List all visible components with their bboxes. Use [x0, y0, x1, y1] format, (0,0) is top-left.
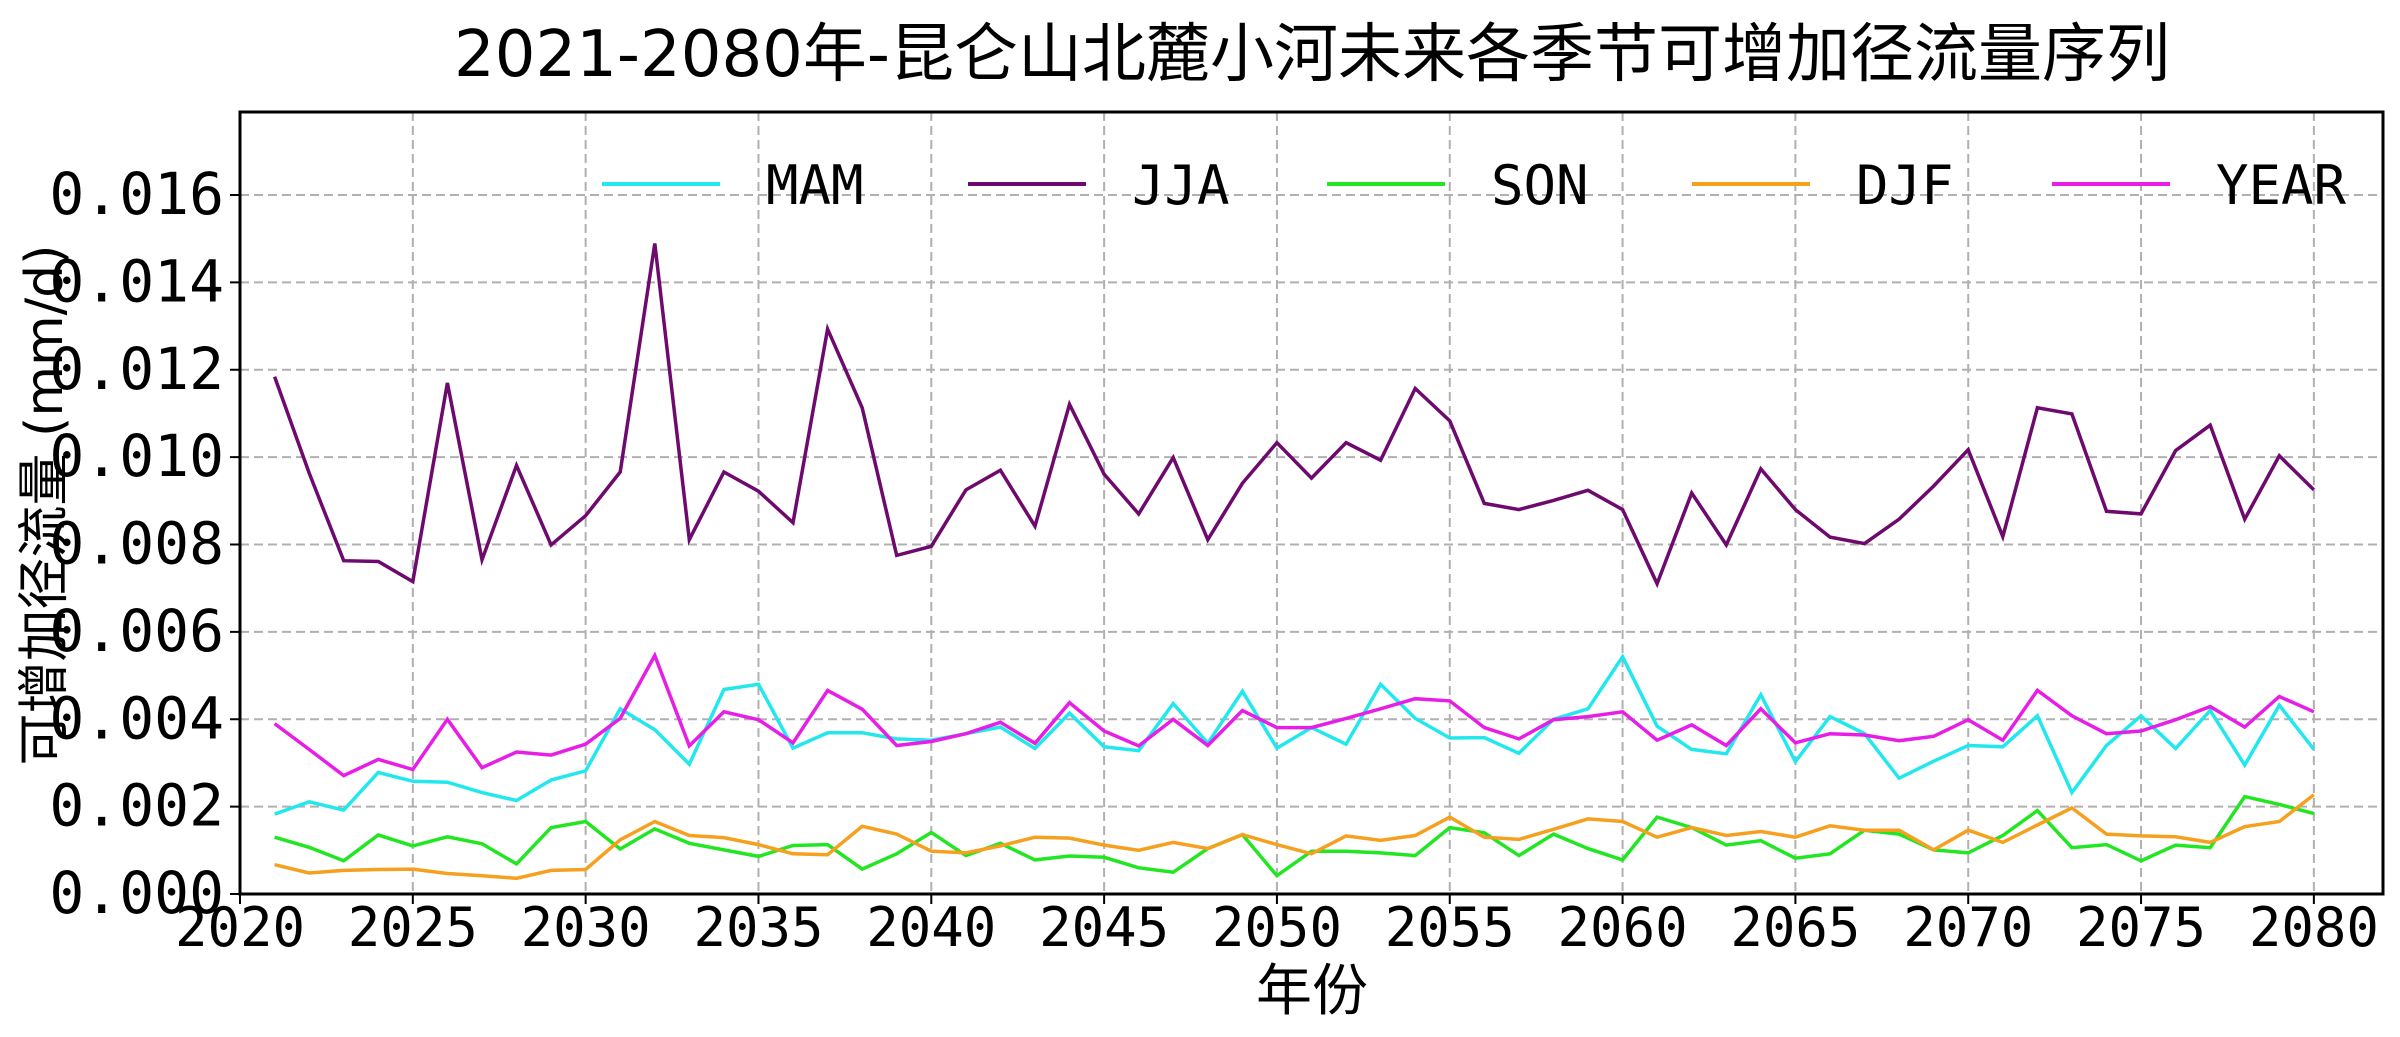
- legend-label: JJA: [1132, 154, 1230, 217]
- y-tick-label: 0.014: [49, 247, 224, 315]
- legend-label: MAM: [766, 154, 864, 217]
- legend-item-year: YEAR: [2052, 154, 2347, 217]
- x-tick-label: 2025: [348, 896, 478, 959]
- x-tick-label: 2055: [1385, 896, 1515, 959]
- legend-item-djf: DJF: [1692, 154, 1954, 217]
- y-tick-label: 0.010: [49, 422, 224, 490]
- y-axis-label: 可增加径流量 (mm/d): [15, 245, 75, 766]
- x-tick-label: 2060: [1558, 896, 1688, 959]
- y-tick-label: 0.006: [49, 597, 224, 665]
- x-tick-label: 2040: [866, 896, 996, 959]
- x-tick-label: 2050: [1212, 896, 1342, 959]
- legend-label: SON: [1491, 154, 1589, 217]
- y-tick-label: 0.002: [49, 772, 224, 840]
- series-line-jja: [272, 243, 2316, 589]
- y-tick-label: 0.000: [49, 859, 224, 927]
- plot-frame: [238, 110, 2385, 896]
- x-tick-label: 2080: [2249, 896, 2379, 959]
- x-tick-label: 2065: [1730, 896, 1860, 959]
- legend-item-mam: MAM: [602, 154, 864, 217]
- series-line-son: [274, 794, 2315, 879]
- series-line-djf: [274, 793, 2315, 881]
- y-tick-label: 0.008: [49, 510, 224, 578]
- y-axis-ticks: 0.000 0.002 0.004 0.006 0.008 0.010 0.012 0.014…: [49, 160, 240, 927]
- legend: MAM JJA SON DJF YEAR: [602, 154, 2347, 217]
- x-tick-label: 2020: [175, 896, 305, 959]
- series-lines: [272, 243, 2316, 881]
- chart-title: 2021-2080年-昆仑山北麓小河未来各季节可增加径流量序列: [454, 18, 2170, 92]
- x-axis-ticks: 2020 2025 2030 2035 2040 2045 2050 2055 2060 2065…: [175, 894, 2379, 959]
- legend-label: DJF: [1856, 154, 1954, 217]
- x-tick-label: 2030: [521, 896, 651, 959]
- x-tick-label: 2045: [1039, 896, 1169, 959]
- x-tick-label: 2070: [1903, 896, 2033, 959]
- x-tick-label: 2075: [2076, 896, 2206, 959]
- y-tick-label: 0.004: [49, 684, 224, 752]
- series-line-year: [273, 651, 2315, 778]
- legend-item-son: SON: [1327, 154, 1589, 217]
- x-tick-label: 2035: [693, 896, 823, 959]
- legend-item-jja: JJA: [968, 154, 1230, 217]
- y-tick-label: 0.016: [49, 160, 224, 228]
- x-axis-label: 年份: [1256, 959, 1368, 1024]
- series-line-mam: [274, 653, 2316, 816]
- y-tick-label: 0.012: [49, 335, 224, 403]
- legend-label: YEAR: [2216, 154, 2347, 217]
- grid: [239, 112, 2383, 895]
